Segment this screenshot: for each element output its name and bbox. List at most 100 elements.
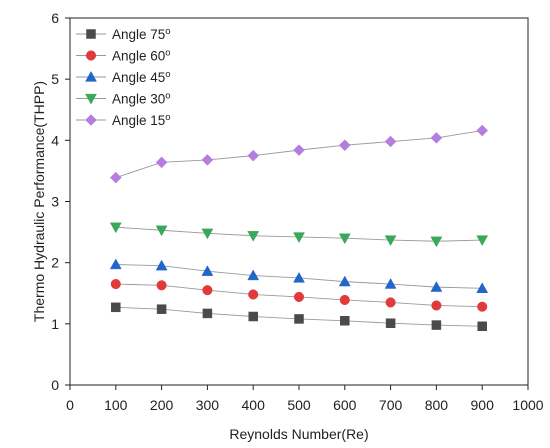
- data-point: [476, 235, 489, 247]
- x-tick-label: 600: [333, 397, 357, 413]
- legend-item: Angle 45o: [76, 69, 171, 85]
- data-point: [293, 271, 305, 283]
- legend-item: Angle 60o: [76, 48, 171, 64]
- data-point: [155, 225, 168, 237]
- series-layer: [109, 124, 489, 332]
- legend-label-text: Angle 30: [112, 92, 165, 107]
- legend-label: Angle 30o: [112, 91, 171, 107]
- data-point: [339, 294, 350, 306]
- legend-label-superscript: o: [165, 26, 170, 37]
- x-tick-label: 300: [196, 397, 220, 413]
- series-angle-75: [111, 302, 487, 332]
- data-point: [384, 235, 397, 247]
- x-tick-label: 800: [425, 397, 449, 413]
- data-point: [477, 321, 487, 332]
- data-point: [155, 156, 168, 169]
- x-tick-label: 900: [471, 397, 495, 413]
- data-point: [385, 297, 396, 308]
- legend-item: Angle 75o: [76, 26, 171, 42]
- y-axis-title: Thermo Hydraulic Performance(THPP): [31, 81, 47, 322]
- series-angle-45: [109, 258, 489, 294]
- legend-marker: [85, 114, 97, 126]
- y-tick-label: 0: [51, 377, 59, 393]
- x-tick-label: 200: [150, 397, 174, 413]
- data-point: [340, 316, 350, 326]
- data-point: [430, 236, 443, 248]
- y-axis: 0 1 2 3 4 5 6: [51, 10, 70, 393]
- data-point: [293, 291, 305, 302]
- y-tick-label: 5: [51, 71, 59, 87]
- legend-label-superscript: o: [165, 69, 170, 80]
- data-point: [338, 275, 351, 287]
- legend-label-superscript: o: [165, 91, 170, 102]
- data-point: [431, 320, 442, 330]
- data-point: [293, 232, 305, 243]
- x-axis: 0 100 200 300 400 500 600 700 800 900 1000: [66, 385, 544, 413]
- x-tick-label: 700: [379, 397, 403, 413]
- y-tick-label: 3: [51, 194, 59, 210]
- data-point: [202, 308, 213, 319]
- x-tick-label: 100: [104, 397, 128, 413]
- legend-marker: [85, 50, 97, 61]
- data-point: [201, 265, 214, 276]
- legend-label-superscript: o: [165, 112, 170, 123]
- legend-label-text: Angle 15: [112, 113, 165, 128]
- data-point: [248, 289, 259, 300]
- data-point: [247, 269, 260, 281]
- x-tick-label: 0: [66, 397, 74, 413]
- x-axis-title: Reynolds Number(Re): [229, 426, 368, 442]
- legend-label: Angle 45o: [112, 69, 171, 85]
- data-point: [111, 302, 121, 313]
- data-point: [201, 154, 214, 166]
- legend-item: Angle 15o: [76, 112, 171, 128]
- data-point: [156, 280, 167, 291]
- legend-label: Angle 15o: [112, 112, 171, 128]
- legend-label-text: Angle 75: [112, 27, 165, 42]
- x-tick-label: 1000: [512, 397, 543, 413]
- y-tick-label: 4: [51, 132, 59, 148]
- legend-label-text: Angle 45: [112, 70, 165, 85]
- data-point: [385, 318, 396, 328]
- data-point: [110, 279, 121, 290]
- data-point: [338, 233, 351, 245]
- series-angle-15: [109, 124, 489, 184]
- data-point: [476, 124, 489, 137]
- legend-label-superscript: o: [165, 48, 170, 59]
- data-point: [247, 149, 260, 162]
- legend-label: Angle 75o: [112, 26, 171, 42]
- data-point: [338, 139, 351, 152]
- y-tick-label: 6: [51, 10, 59, 26]
- legend-label-text: Angle 60: [112, 49, 165, 64]
- legend-marker: [85, 70, 97, 82]
- data-point: [293, 144, 305, 156]
- data-point: [248, 311, 258, 322]
- legend-item: Angle 30o: [76, 91, 171, 107]
- x-tick-label: 400: [242, 397, 266, 413]
- legend-marker: [85, 93, 97, 105]
- legend-label: Angle 60o: [112, 48, 171, 64]
- data-point: [202, 285, 213, 296]
- series-angle-30: [109, 222, 489, 248]
- data-point: [201, 228, 214, 240]
- data-point: [294, 314, 304, 324]
- data-point: [109, 258, 122, 270]
- data-point: [156, 304, 167, 314]
- y-tick-label: 1: [51, 316, 59, 332]
- data-point: [155, 259, 168, 271]
- data-point: [430, 281, 443, 292]
- y-tick-label: 2: [51, 255, 59, 271]
- data-point: [109, 171, 122, 184]
- data-point: [430, 132, 443, 144]
- x-tick-label: 500: [287, 397, 311, 413]
- legend-marker: [86, 29, 96, 39]
- series-angle-60: [110, 279, 488, 312]
- data-point: [431, 300, 442, 311]
- data-point: [384, 135, 397, 148]
- data-point: [476, 282, 489, 294]
- data-point: [384, 278, 397, 289]
- data-point: [247, 231, 260, 242]
- data-point: [109, 222, 122, 234]
- data-point: [477, 301, 488, 312]
